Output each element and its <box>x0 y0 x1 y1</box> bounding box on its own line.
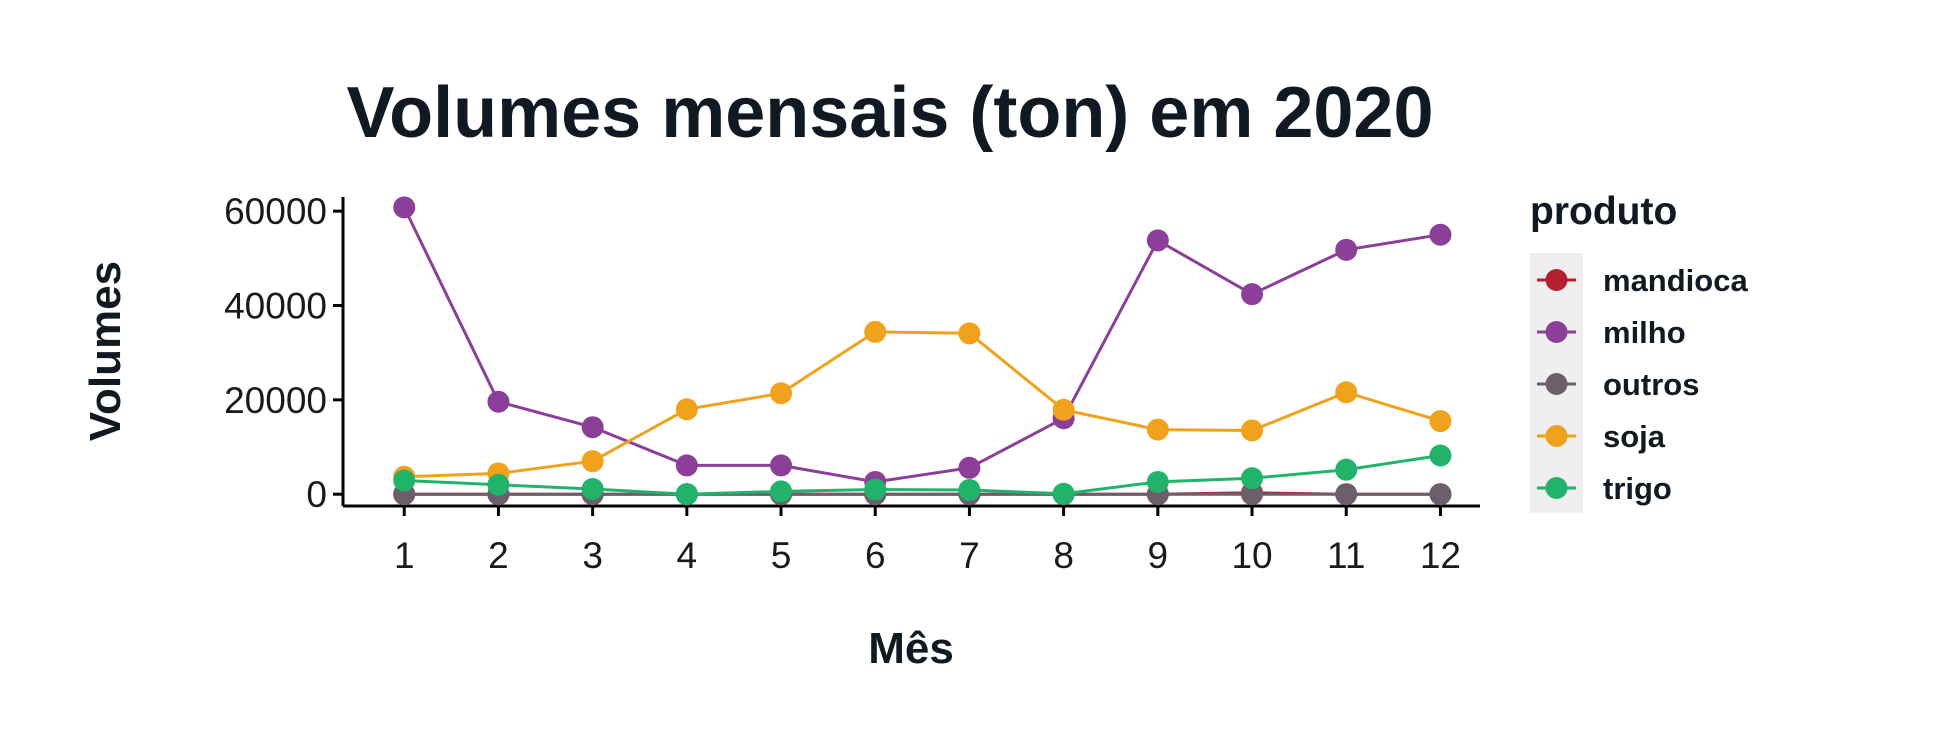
x-tick-label: 6 <box>865 535 886 576</box>
y-axis-ticks: 0 20000 40000 60000 <box>224 191 343 515</box>
data-point-trigo <box>487 473 510 496</box>
legend-label: milho <box>1603 315 1686 350</box>
legend-item-milho: milho <box>1537 315 1686 350</box>
chart-title: Volumes mensais (ton) em 2020 <box>346 73 1433 153</box>
data-point-milho <box>581 416 604 439</box>
x-tick-label: 3 <box>582 535 603 576</box>
legend-item-outros: outros <box>1537 367 1699 402</box>
data-point-trigo <box>1241 467 1264 490</box>
legend-items: mandioca milho outros soja trigo <box>1537 263 1748 506</box>
data-point-milho <box>393 196 416 219</box>
legend-item-trigo: trigo <box>1537 471 1672 506</box>
legend-item-mandioca: mandioca <box>1537 263 1748 298</box>
legend-key-point <box>1545 321 1568 343</box>
legend-title: produto <box>1530 190 1677 233</box>
data-point-trigo <box>675 483 698 506</box>
x-axis-ticks: 1 2 3 4 5 6 7 8 9 10 11 12 <box>394 506 1461 576</box>
data-point-soja <box>958 322 981 345</box>
data-point-milho <box>487 390 510 413</box>
data-point-milho <box>958 456 981 479</box>
data-point-outros <box>1429 483 1452 506</box>
legend: produto mandioca milho outros soja trigo <box>1530 190 1748 513</box>
data-point-soja <box>1146 418 1169 441</box>
legend-key-point <box>1545 373 1568 395</box>
x-tick-label: 12 <box>1420 535 1461 576</box>
x-tick-label: 7 <box>959 535 980 576</box>
data-point-soja <box>770 382 793 405</box>
legend-key-point <box>1545 425 1568 447</box>
data-point-soja <box>1241 419 1264 442</box>
data-point-soja <box>581 450 604 473</box>
y-tick-label: 60000 <box>224 191 327 232</box>
data-point-soja <box>864 320 887 343</box>
y-tick-label: 20000 <box>224 380 327 421</box>
legend-label: trigo <box>1603 471 1672 506</box>
data-point-trigo <box>1052 482 1075 505</box>
y-axis-title: Volumes <box>81 261 130 441</box>
series-line-soja <box>404 330 1441 479</box>
series-layer <box>393 196 1452 506</box>
x-tick-label: 10 <box>1231 535 1272 576</box>
x-tick-label: 8 <box>1053 535 1074 576</box>
data-point-soja <box>1335 381 1358 404</box>
series-line-trigo <box>404 454 1441 496</box>
data-point-trigo <box>1335 458 1358 481</box>
data-point-outros <box>1335 483 1358 506</box>
series-points <box>393 196 1452 506</box>
series-line-milho <box>402 206 1441 484</box>
data-point-milho <box>1241 283 1264 306</box>
y-tick-label: 0 <box>306 474 327 515</box>
data-point-trigo <box>864 478 887 501</box>
data-point-milho <box>770 454 793 477</box>
data-point-soja <box>675 398 698 421</box>
legend-item-soja: soja <box>1537 419 1666 454</box>
x-tick-label: 1 <box>394 535 415 576</box>
x-tick-label: 4 <box>677 535 698 576</box>
x-axis-title: Mês <box>868 624 954 673</box>
x-tick-label: 11 <box>1327 535 1365 576</box>
data-point-outros <box>1241 483 1264 506</box>
data-point-milho <box>1335 238 1358 261</box>
y-tick-label: 40000 <box>224 286 327 327</box>
data-point-trigo <box>581 478 604 501</box>
data-point-soja <box>1429 410 1452 433</box>
x-tick-label: 5 <box>771 535 792 576</box>
data-point-milho <box>675 454 698 477</box>
series-lines <box>402 206 1441 496</box>
data-point-milho <box>1146 229 1169 252</box>
legend-key-point <box>1545 269 1568 291</box>
legend-key-point <box>1545 477 1568 499</box>
legend-label: mandioca <box>1603 263 1748 298</box>
data-point-milho <box>1429 223 1452 246</box>
legend-label: outros <box>1603 367 1699 402</box>
data-point-soja <box>1052 398 1075 421</box>
data-point-trigo <box>1429 444 1452 467</box>
x-tick-label: 9 <box>1148 535 1169 576</box>
data-point-trigo <box>958 478 981 501</box>
data-point-trigo <box>1146 470 1169 493</box>
data-point-trigo <box>393 469 416 492</box>
x-tick-label: 2 <box>488 535 509 576</box>
data-point-trigo <box>770 480 793 503</box>
legend-label: soja <box>1603 419 1666 454</box>
